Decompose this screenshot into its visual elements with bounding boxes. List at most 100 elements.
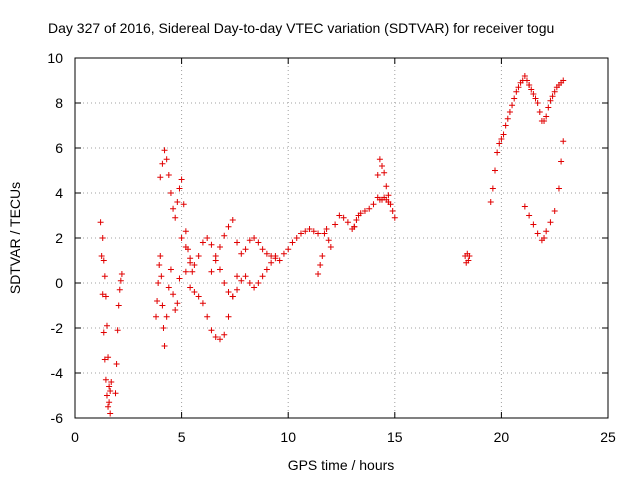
data-point xyxy=(374,172,381,178)
data-point xyxy=(357,210,364,217)
data-point xyxy=(351,223,358,230)
data-point xyxy=(157,174,164,181)
data-point xyxy=(526,212,533,219)
data-point xyxy=(182,268,189,275)
data-point xyxy=(543,228,550,235)
chart-title: Day 327 of 2016, Sidereal Day-to-day VTE… xyxy=(48,20,554,36)
data-point xyxy=(383,183,390,190)
x-tick-label: 5 xyxy=(178,429,186,445)
x-tick-label: 10 xyxy=(280,429,296,445)
data-point xyxy=(528,86,535,93)
grid-lines xyxy=(75,58,608,418)
y-tick-label: -6 xyxy=(51,410,64,426)
data-point xyxy=(526,82,533,88)
data-point xyxy=(199,300,206,307)
data-point xyxy=(280,250,287,257)
data-point xyxy=(212,257,219,264)
data-point xyxy=(208,241,215,248)
data-point xyxy=(466,253,473,259)
y-axis-label: SDTVAR / TECUs xyxy=(7,182,23,294)
data-point xyxy=(163,313,170,320)
data-point xyxy=(229,217,236,223)
data-point xyxy=(155,280,162,286)
data-point xyxy=(234,239,241,246)
data-point xyxy=(106,383,113,390)
data-point xyxy=(225,223,232,230)
data-point xyxy=(513,88,520,95)
data-point xyxy=(204,235,211,241)
data-point xyxy=(187,284,194,291)
data-point xyxy=(216,336,223,343)
data-point xyxy=(170,291,177,298)
data-point xyxy=(242,246,249,253)
data-point xyxy=(172,307,179,313)
data-point xyxy=(161,343,168,349)
data-point xyxy=(154,298,161,304)
data-point xyxy=(208,268,215,275)
data-point xyxy=(511,95,518,102)
data-point xyxy=(118,271,125,277)
data-point xyxy=(391,214,398,221)
data-point xyxy=(101,356,108,363)
data-point xyxy=(170,205,177,212)
data-point xyxy=(195,253,202,259)
data-point xyxy=(180,201,187,208)
x-tick-labels: 0 5 10 15 20 25 xyxy=(71,429,616,445)
data-point xyxy=(114,327,121,334)
data-point xyxy=(276,257,283,264)
data-point xyxy=(255,280,262,286)
data-point xyxy=(545,104,552,111)
data-point xyxy=(289,239,296,246)
axis-ticks xyxy=(74,57,609,419)
data-point xyxy=(246,237,253,244)
series-seg-11 xyxy=(462,250,473,266)
data-point xyxy=(178,176,185,183)
data-point xyxy=(555,185,562,192)
data-point xyxy=(98,253,105,259)
data-point xyxy=(221,232,228,239)
data-point xyxy=(325,237,332,244)
y-tick-label: 6 xyxy=(55,140,63,156)
data-point xyxy=(187,255,194,262)
data-point xyxy=(302,228,309,235)
data-point xyxy=(165,284,172,291)
data-point xyxy=(385,192,392,199)
data-point xyxy=(216,266,223,273)
data-point xyxy=(174,199,181,205)
data-point xyxy=(521,73,528,79)
data-point xyxy=(547,97,554,104)
data-point xyxy=(106,399,113,406)
data-point xyxy=(515,84,522,91)
data-point xyxy=(315,230,322,237)
data-point xyxy=(381,169,388,176)
data-point xyxy=(315,271,322,277)
y-tick-labels: -6 -4 -2 0 2 4 6 8 10 xyxy=(47,50,63,426)
data-point xyxy=(102,376,109,383)
data-point xyxy=(165,172,172,178)
data-point xyxy=(101,273,108,280)
data-point xyxy=(534,100,541,106)
data-point xyxy=(178,235,185,241)
x-tick-label: 25 xyxy=(600,429,616,445)
data-point xyxy=(509,102,516,109)
y-tick-label: 10 xyxy=(47,50,63,66)
series-seg-4 xyxy=(178,235,279,300)
data-point xyxy=(100,329,107,336)
data-point xyxy=(251,235,258,241)
data-point xyxy=(153,313,160,320)
data-point xyxy=(530,221,537,228)
data-point xyxy=(385,199,392,205)
data-point xyxy=(238,277,245,284)
series-seg-12 xyxy=(487,73,533,205)
series-seg-1c xyxy=(112,271,125,397)
data-point xyxy=(297,230,304,237)
data-point xyxy=(344,219,351,226)
data-point xyxy=(238,250,245,257)
data-point xyxy=(549,93,556,100)
data-point xyxy=(255,239,262,246)
data-point xyxy=(225,289,232,295)
data-point xyxy=(521,203,528,210)
data-point xyxy=(221,331,228,338)
data-point xyxy=(323,226,330,232)
data-point xyxy=(172,214,179,221)
